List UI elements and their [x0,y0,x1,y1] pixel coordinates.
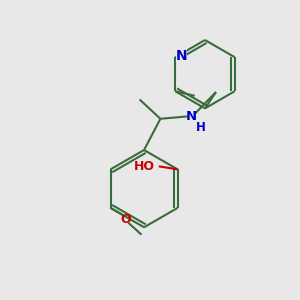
Text: O: O [121,213,131,226]
Text: N: N [176,49,187,63]
Text: HO: HO [134,160,155,173]
Text: N: N [186,110,197,123]
Text: H: H [196,121,206,134]
